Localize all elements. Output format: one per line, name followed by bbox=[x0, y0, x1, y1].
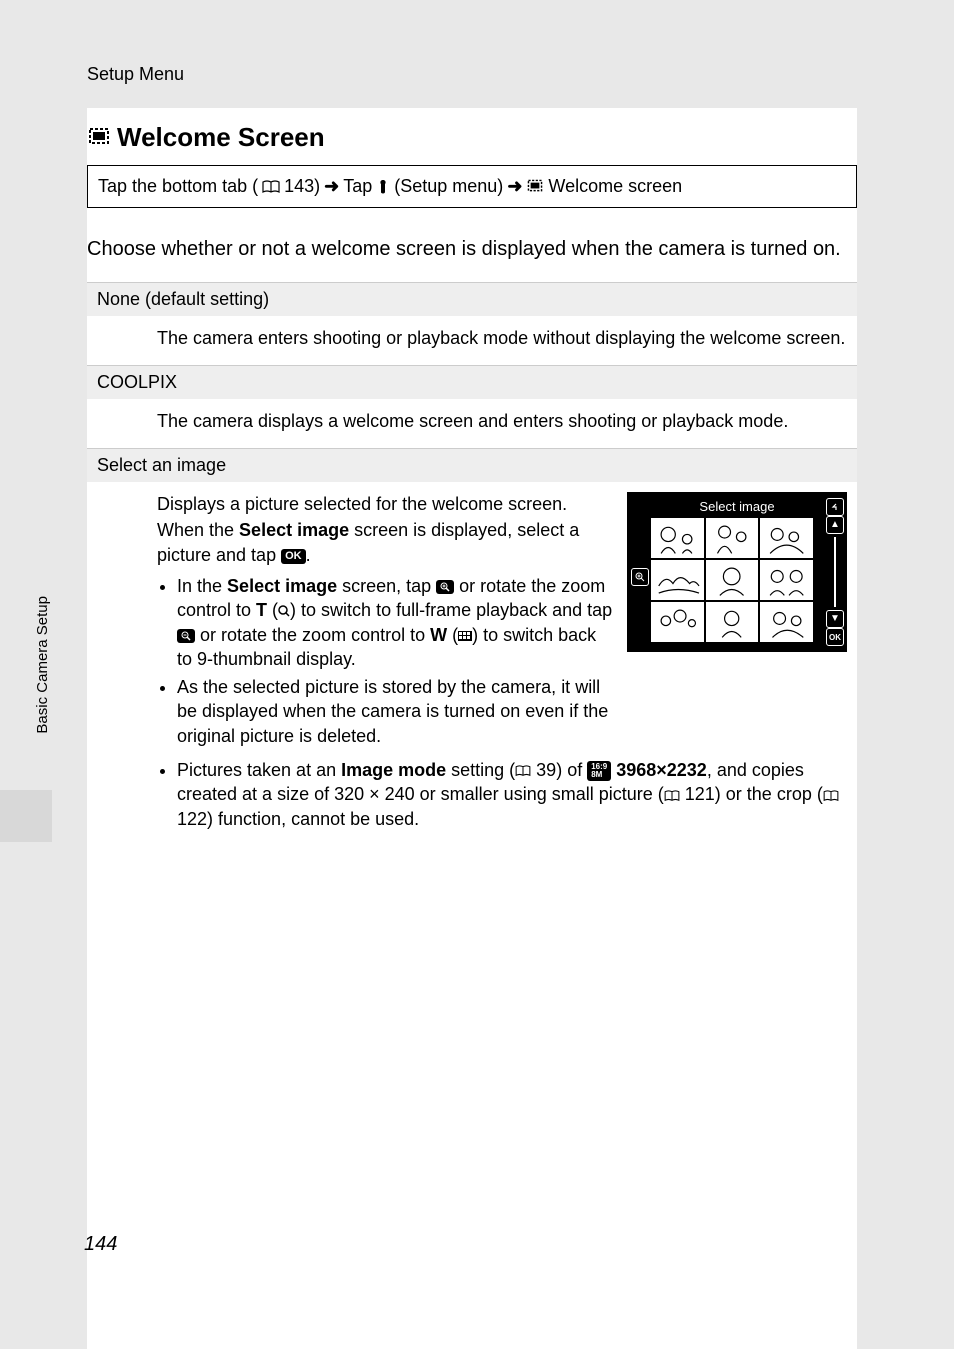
thumb-cell[interactable] bbox=[651, 518, 704, 558]
camera-screen-mock: Select image ▲ bbox=[627, 492, 847, 652]
down-arrow-icon[interactable]: ▼ bbox=[826, 610, 844, 628]
thumb-cell[interactable] bbox=[706, 602, 759, 642]
thumb-cell[interactable] bbox=[760, 560, 813, 600]
page-ref-icon bbox=[823, 790, 839, 802]
option-none-header: None (default setting) bbox=[87, 282, 857, 316]
option-coolpix-header: COOLPIX bbox=[87, 365, 857, 399]
b1b: Select image bbox=[227, 576, 337, 596]
b1c: screen, tap bbox=[337, 576, 436, 596]
breadcrumb: Setup Menu bbox=[87, 64, 184, 85]
b3b: Image mode bbox=[341, 760, 446, 780]
nav-setup-label: (Setup menu) bbox=[394, 176, 503, 197]
thumb-cell[interactable] bbox=[651, 560, 704, 600]
ok-button[interactable]: OK bbox=[826, 628, 844, 646]
arrow-icon: ➜ bbox=[507, 176, 522, 197]
period: . bbox=[306, 545, 311, 565]
zoom-in-icon[interactable] bbox=[631, 568, 649, 586]
setup-wrench-icon bbox=[376, 179, 390, 195]
welcome-screen-icon bbox=[87, 127, 111, 149]
b1h: or rotate the zoom control to bbox=[195, 625, 430, 645]
side-tab-indicator bbox=[0, 790, 52, 842]
nav-text-2: Tap bbox=[343, 176, 372, 197]
thumb-cell[interactable] bbox=[760, 518, 813, 558]
nav-welcome-label: Welcome screen bbox=[548, 176, 682, 197]
b3e: 3968×2232 bbox=[611, 760, 707, 780]
thumbnail-grid[interactable] bbox=[651, 518, 813, 642]
side-tab-label: Basic Camera Setup bbox=[34, 596, 51, 734]
option-coolpix-body: The camera displays a welcome screen and… bbox=[87, 399, 857, 448]
thumb-cell[interactable] bbox=[760, 602, 813, 642]
select-bullets: In the Select image screen, tap or rotat… bbox=[157, 574, 613, 748]
option-select-body: Displays a picture selected for the welc… bbox=[87, 482, 857, 849]
option-select-header: Select an image bbox=[87, 448, 857, 482]
intro-text: Choose whether or not a welcome screen i… bbox=[87, 208, 857, 282]
nav-path: Tap the bottom tab ( 143) ➜ Tap (Setup m… bbox=[87, 165, 857, 208]
page-ref-icon bbox=[664, 790, 680, 802]
select-p1b: Select image bbox=[239, 520, 349, 540]
scroll-track[interactable] bbox=[834, 537, 836, 607]
arrow-icon: ➜ bbox=[324, 176, 339, 197]
b3c: setting ( bbox=[446, 760, 515, 780]
camera-screen-title: Select image bbox=[627, 492, 847, 520]
page-ref-icon bbox=[515, 765, 531, 777]
camera-right-controls: ▲ ▼ OK bbox=[827, 498, 843, 646]
b3a: Pictures taken at an bbox=[177, 760, 341, 780]
b1g: ) to switch to full-frame playback and t… bbox=[290, 600, 612, 620]
b1a: In the bbox=[177, 576, 227, 596]
magnify-icon bbox=[278, 605, 290, 617]
main-content: Welcome Screen Tap the bottom tab ( 143)… bbox=[87, 108, 857, 1349]
b1i: W bbox=[430, 625, 447, 645]
b1f: ( bbox=[267, 600, 278, 620]
thumb-cell[interactable] bbox=[706, 560, 759, 600]
zoom-out-icon bbox=[177, 629, 195, 643]
thumb-cell[interactable] bbox=[651, 602, 704, 642]
thumb-cell[interactable] bbox=[706, 518, 759, 558]
page-number: 144 bbox=[84, 1233, 117, 1256]
b3g: 121) or the crop ( bbox=[685, 784, 823, 804]
bullet-2: As the selected picture is stored by the… bbox=[177, 675, 613, 748]
bullet-3: Pictures taken at an Image mode setting … bbox=[177, 758, 847, 831]
b1e: T bbox=[256, 600, 267, 620]
b3d: 39) of bbox=[536, 760, 587, 780]
option-none-body: The camera enters shooting or playback m… bbox=[87, 316, 857, 365]
up-arrow-icon[interactable]: ▲ bbox=[826, 516, 844, 534]
ok-icon: OK bbox=[281, 549, 306, 564]
welcome-screen-icon bbox=[526, 179, 544, 195]
thumbnail-icon bbox=[458, 631, 472, 641]
nav-ref-1: 143) bbox=[284, 176, 320, 197]
ratio-16-9-icon: 16:98M bbox=[587, 761, 611, 781]
bullet-1: In the Select image screen, tap or rotat… bbox=[177, 574, 613, 671]
nav-text-1: Tap the bottom tab ( bbox=[98, 176, 258, 197]
select-bullets-full: Pictures taken at an Image mode setting … bbox=[157, 758, 847, 831]
section-title: Welcome Screen bbox=[87, 108, 857, 165]
page-ref-icon bbox=[262, 180, 280, 194]
b3h: 122) function, cannot be used. bbox=[177, 809, 419, 829]
b1j: ( bbox=[447, 625, 458, 645]
section-title-text: Welcome Screen bbox=[117, 122, 325, 153]
zoom-in-icon bbox=[436, 580, 454, 594]
option-select-text: Displays a picture selected for the welc… bbox=[157, 492, 613, 752]
back-icon[interactable] bbox=[826, 498, 844, 516]
